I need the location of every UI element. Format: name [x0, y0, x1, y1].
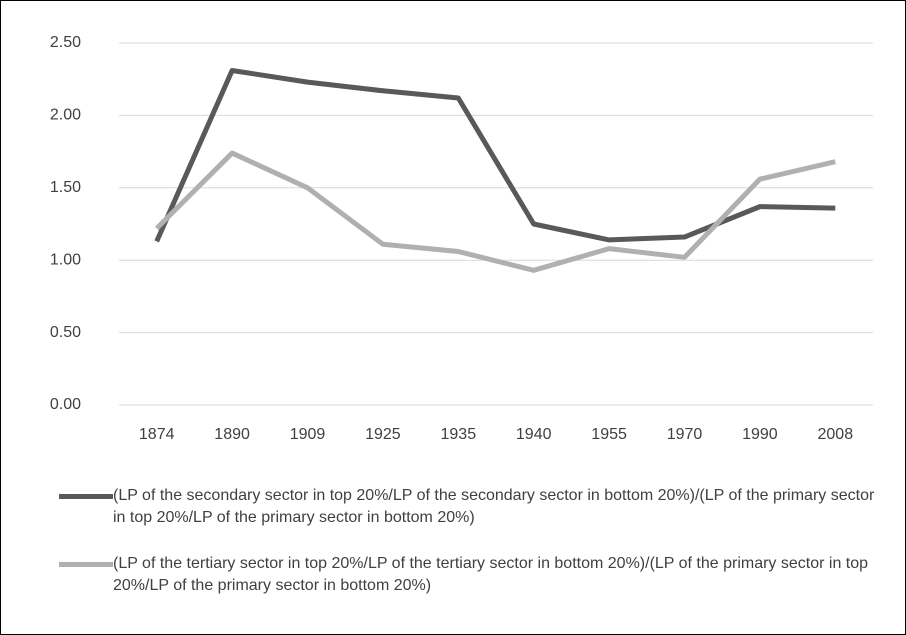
- x-tick-label: 1909: [290, 426, 326, 443]
- x-tick-label: 1890: [214, 426, 250, 443]
- y-tick-label: 0.50: [50, 324, 81, 341]
- y-tick-label: 2.00: [50, 107, 81, 124]
- series-line: [154, 68, 836, 243]
- legend-entry: (LP of the tertiary sector in top 20%/LP…: [59, 553, 879, 597]
- x-tick-label: 1940: [516, 426, 552, 443]
- x-tick-label: 1990: [742, 426, 778, 443]
- legend-entry: (LP of the secondary sector in top 20%/L…: [59, 485, 879, 529]
- y-tick-label: 1.50: [50, 179, 81, 196]
- x-tick-label: 1925: [365, 426, 401, 443]
- legend-label: (LP of the tertiary sector in top 20%/LP…: [113, 555, 869, 594]
- legend-label: (LP of the secondary sector in top 20%/L…: [113, 487, 875, 526]
- x-tick-label: 1970: [667, 426, 703, 443]
- legend-swatch: [59, 562, 113, 567]
- series-line: [154, 150, 836, 273]
- y-tick-label: 1.00: [50, 251, 81, 268]
- x-tick-label: 1955: [591, 426, 627, 443]
- x-tick-label: 1935: [441, 426, 477, 443]
- legend-swatch: [59, 494, 113, 499]
- y-tick-label: 2.50: [50, 34, 81, 51]
- x-tick-label: 2008: [818, 426, 854, 443]
- x-tick-label: 1874: [139, 426, 175, 443]
- y-tick-label: 0.00: [50, 396, 81, 413]
